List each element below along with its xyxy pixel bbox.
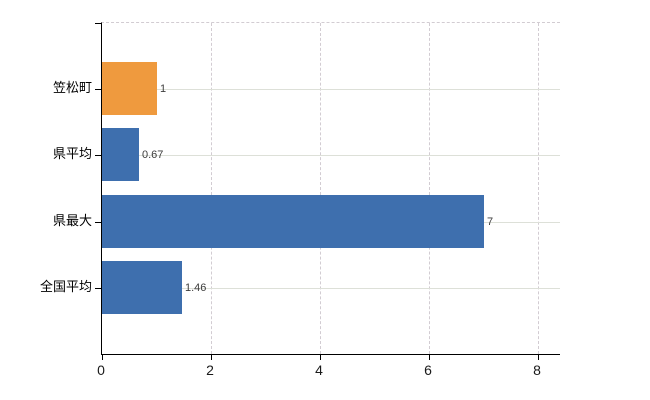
x-axis-tick [211,355,212,360]
x-axis-tick [102,355,103,360]
x-axis-tick-label: 6 [424,362,432,378]
bar-2 [102,128,139,181]
bar-value-label: 7 [487,216,494,228]
horizontal-gridline [102,288,560,289]
vertical-gridline [320,23,321,354]
x-axis-tick [538,355,539,360]
category-label: 笠松町 [52,80,92,95]
x-axis-tick-label: 4 [315,362,323,378]
y-axis-tick [95,155,102,156]
bar-3 [102,195,484,248]
plot-area: 1 0.67 7 1.46 [95,22,560,360]
x-axis-tick-label: 2 [206,362,214,378]
x-axis-tick-label: 8 [533,362,541,378]
x-axis-tick [320,355,321,360]
y-axis-top-tick [95,23,102,24]
category-label: 県最大 [52,213,92,228]
vertical-gridline [538,23,539,354]
bar-value-label: 0.67 [142,149,164,161]
category-label: 県平均 [52,146,92,161]
horizontal-gridline [102,155,560,156]
horizontal-gridline [102,89,560,90]
y-axis-tick [95,222,102,223]
bar-1 [102,62,157,115]
bar-4 [102,261,182,314]
x-axis-tick-label: 0 [97,362,105,378]
bar-value-label: 1.46 [185,282,207,294]
vertical-gridline [211,23,212,354]
vertical-gridline [429,23,430,354]
bar-value-label: 1 [160,83,167,95]
x-axis-tick [429,355,430,360]
y-axis-tick [95,288,102,289]
category-label: 全国平均 [39,279,92,294]
y-axis-tick [95,89,102,90]
